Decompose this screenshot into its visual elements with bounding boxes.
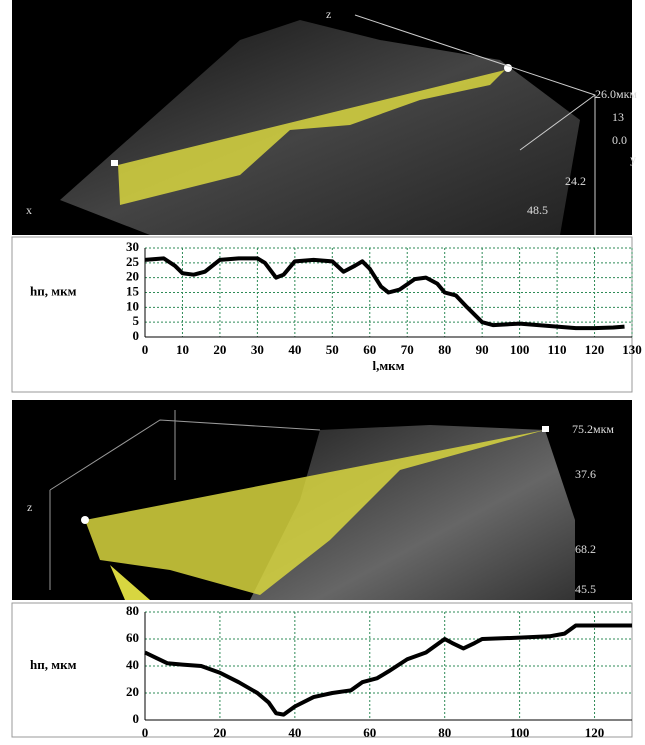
image-label: 45.5 — [575, 582, 596, 596]
x-tick-label: 50 — [326, 342, 339, 357]
x-tick-label: 10 — [176, 342, 189, 357]
x-tick-label: 60 — [363, 342, 376, 357]
x-tick-label: 100 — [510, 342, 530, 357]
x-tick-label: 40 — [288, 725, 301, 740]
y-axis-label: hп, мкм — [30, 657, 77, 672]
x-tick-label: 40 — [288, 342, 301, 357]
x-tick-label: 20 — [213, 725, 226, 740]
image-label: 37.6 — [575, 467, 596, 481]
x-tick-label: 0 — [142, 725, 149, 740]
y-tick-label: 0 — [133, 711, 140, 726]
y-tick-label: 30 — [126, 239, 139, 254]
y-tick-label: 20 — [126, 269, 139, 284]
y-tick-label: 80 — [126, 603, 139, 618]
y-tick-label: 10 — [126, 298, 139, 313]
x-tick-label: 120 — [585, 725, 605, 740]
y-tick-label: 0 — [133, 328, 140, 343]
x-tick-label: 110 — [548, 342, 567, 357]
chart-frame — [12, 603, 632, 737]
y-tick-label: 5 — [133, 313, 140, 328]
x-tick-label: 80 — [438, 342, 451, 357]
x-axis-label: l,мкм — [372, 358, 404, 373]
y-tick-label: 25 — [126, 254, 140, 269]
image-label: 0.0 — [612, 133, 627, 147]
image-label: 26.0мкм — [595, 87, 637, 101]
image-label: x — [26, 203, 32, 217]
image-label: 24.2 — [565, 174, 586, 188]
image-label: z — [326, 7, 331, 21]
x-tick-label: 120 — [585, 342, 605, 357]
x-tick-label: 20 — [213, 342, 226, 357]
image-label: 68.2 — [575, 542, 596, 556]
y-tick-label: 20 — [126, 684, 139, 699]
x-tick-label: 60 — [363, 725, 376, 740]
y-tick-label: 60 — [126, 630, 139, 645]
figure: z 26.0мкм 13 0.0y 24.2 48.5 x 75.2мкм 37.6 z 68.2 4… — [0, 0, 645, 740]
y-axis-label: hп, мкм — [30, 283, 77, 298]
image-1 — [12, 0, 632, 235]
x-tick-label: 130 — [622, 342, 642, 357]
image-label: 75.2мкм — [572, 422, 614, 436]
image-label: 13 — [612, 110, 624, 124]
x-tick-label: 30 — [251, 342, 264, 357]
x-tick-label: 100 — [510, 725, 530, 740]
image-2 — [12, 400, 632, 600]
y-tick-label: 15 — [126, 283, 140, 298]
x-tick-label: 70 — [401, 342, 414, 357]
image-label: y — [630, 152, 636, 166]
image-label: z — [27, 500, 32, 514]
y-tick-label: 40 — [126, 657, 139, 672]
x-tick-label: 0 — [142, 342, 149, 357]
x-tick-label: 80 — [438, 725, 451, 740]
image-label: 48.5 — [527, 203, 548, 217]
x-tick-label: 90 — [476, 342, 489, 357]
